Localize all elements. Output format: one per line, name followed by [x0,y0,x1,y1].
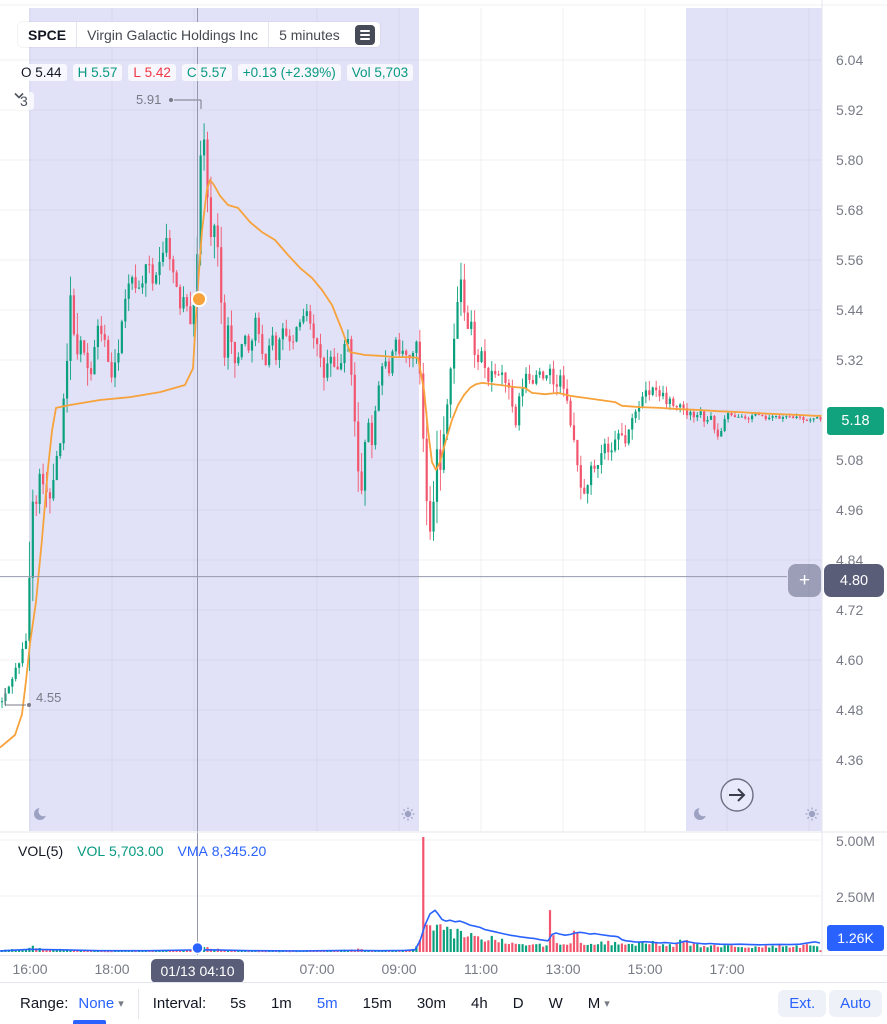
grid-lines [0,4,887,897]
price-axis-label: 5.44 [836,302,864,318]
volume-axis-label: 2.50M [836,889,875,905]
bottom-toolbar: Range: None ▾ Interval: 5s 1m 5m 15m 30m 4h D W… [0,982,887,1024]
time-axis-label: 16:00 [12,961,48,977]
interval-option-W[interactable]: W [548,995,563,1012]
price-axis-label: 5.32 [836,352,864,368]
company-name[interactable]: Virgin Galactic Holdings Inc [87,26,259,43]
time-axis-label: 17:00 [709,961,745,977]
symbol-legend[interactable]: SPCE Virgin Galactic Holdings Inc 5 minu… [18,22,380,47]
price-axis-label: 6.04 [836,52,864,68]
time-axis[interactable]: 16:00 18:00 07:00 09:00 11:00 13:00 15:00 17:00… [0,955,887,983]
volume-legend[interactable]: VOL(5) VOL 5,703.00 VMA 8,345.20 [18,843,266,859]
time-axis-label: 07:00 [299,961,335,977]
last-volume-badge: 1.26K [827,925,884,951]
vma-value: VMA 8,345.20 [177,843,267,859]
range-active-underline [73,1020,106,1024]
interval-option-1m[interactable]: 1m [270,995,292,1012]
time-axis-label: 09:00 [381,961,417,977]
change-value: +0.13 (+2.39%) [237,64,341,81]
price-axis-label: 4.36 [836,752,864,768]
price-axis-label: 4.96 [836,502,864,518]
interval-option-15m[interactable]: 15m [362,995,392,1012]
moon-icon [694,806,709,820]
high-value: H 5.57 [72,64,123,81]
crosshair-price-badge: 4.80 [824,564,884,597]
auto-scale-button[interactable]: Auto [829,990,882,1017]
moving-average-line [0,179,822,749]
interval-value[interactable]: 5 minutes [279,26,340,43]
range-value-button[interactable]: None [78,995,115,1012]
price-axis-label: 5.68 [836,202,864,218]
time-axis-label: 15:00 [627,961,663,977]
interval-options: 5s 1m 5m 15m 30m 4h D W M [230,995,600,1012]
interval-caret-icon[interactable]: ▾ [604,998,610,1010]
chevron-down-icon [14,92,24,99]
price-axis-label: 4.72 [836,602,864,618]
symbol-name[interactable]: SPCE [28,26,67,43]
price-axis-label: 4.48 [836,702,864,718]
interval-option-30m[interactable]: 30m [416,995,447,1012]
pane-separators [0,0,887,955]
crosshair-time-badge: 01/13 04:10 [151,959,244,983]
indicators-toggle[interactable]: 3 [14,92,34,110]
time-axis-label: 13:00 [545,961,581,977]
open-value: O 5.44 [16,64,67,81]
legend-divider [268,22,270,47]
price-axis-label: 4.60 [836,652,864,668]
price-axis-label: 5.80 [836,152,864,168]
session-icons [34,806,819,821]
interval-label: Interval: [152,995,207,1012]
price-axis-label: 5.08 [836,452,864,468]
ext-session-button[interactable]: Ext. [778,990,827,1017]
price-axis-label: 5.92 [836,102,864,118]
price-axis-label: 5.56 [836,252,864,268]
sun-icon [805,807,819,821]
indicator-count: 3 [20,93,28,109]
ohlc-row: O 5.44 H 5.57 L 5.42 C 5.57 +0.13 (+2.39… [16,64,414,81]
high-marker-label: 5.91 [136,92,162,107]
volume-value: Vol 5,703 [346,64,414,81]
ma-hover-dot [191,291,207,308]
volume-ma-line [0,909,821,952]
interval-option-M[interactable]: M [587,995,601,1012]
toolbar-divider [137,988,139,1019]
moon-icon [34,806,49,820]
time-axis-label: 18:00 [94,961,130,977]
interval-option-5m[interactable]: 5m [316,995,338,1012]
low-marker-label: 4.55 [36,690,62,705]
crosshair [0,8,787,955]
volume-axis-label: 5.00M [836,833,875,849]
price-marker-lines [4,98,202,707]
chart-canvas[interactable] [0,0,887,955]
go-to-realtime-button[interactable] [720,778,754,812]
low-value: L 5.42 [128,64,176,81]
legend-menu-icon[interactable] [354,24,375,45]
vma-hover-dot [191,941,204,955]
legend-divider [76,22,78,47]
volume-study-title: VOL(5) [18,843,64,859]
last-price-badge: 5.18 [827,407,884,435]
time-axis-label: 11:00 [464,961,498,977]
range-label: Range: [20,995,69,1012]
add-alert-plus-button[interactable]: + [788,564,821,597]
interval-option-5s[interactable]: 5s [230,995,246,1012]
sun-icon [401,807,415,821]
candlestick-series [0,123,822,709]
interval-option-4h[interactable]: 4h [471,995,488,1012]
interval-option-D[interactable]: D [512,995,524,1012]
close-value: C 5.57 [181,64,232,81]
range-caret-icon[interactable]: ▾ [118,998,124,1010]
volume-study-value: VOL 5,703.00 [77,843,164,859]
